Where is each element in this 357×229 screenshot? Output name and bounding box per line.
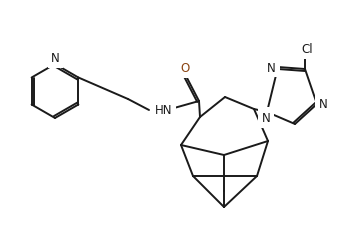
Text: O: O [180,62,190,75]
Text: N: N [262,112,270,124]
Text: N: N [267,61,276,74]
Text: HN: HN [155,104,172,117]
Text: N: N [51,52,60,65]
Text: N: N [319,98,328,111]
Text: Cl: Cl [301,43,313,56]
